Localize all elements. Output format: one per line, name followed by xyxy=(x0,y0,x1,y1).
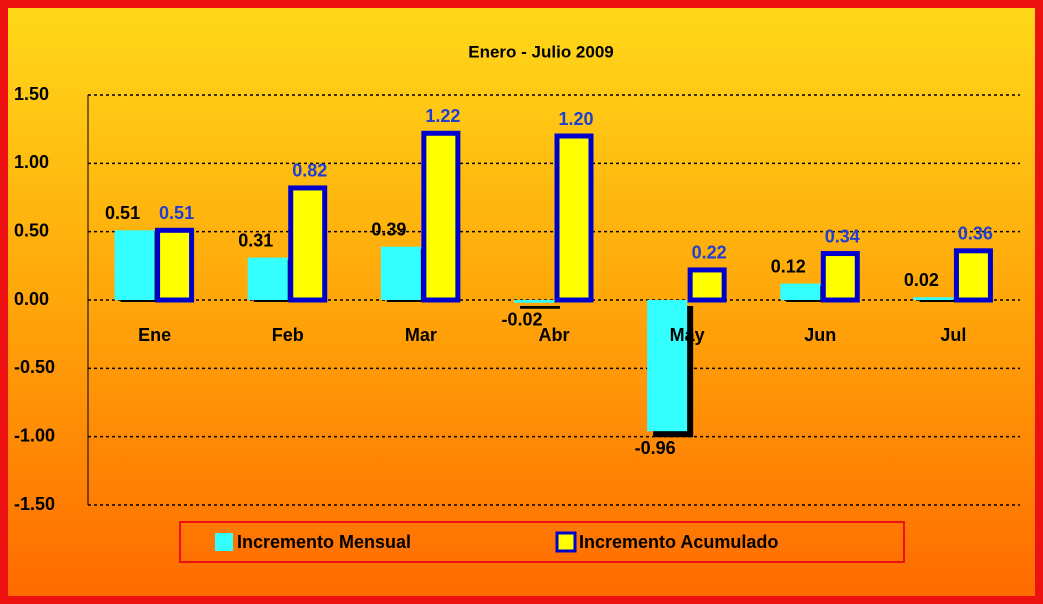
x-tick-label: Ene xyxy=(138,325,171,345)
x-tick-label: Feb xyxy=(272,325,304,345)
legend-swatch xyxy=(215,533,233,551)
bar xyxy=(913,297,954,300)
value-label: 0.12 xyxy=(771,256,806,276)
legend-label: Incremento Mensual xyxy=(237,532,411,552)
legend xyxy=(179,521,905,563)
bar xyxy=(155,227,195,303)
bar xyxy=(247,257,288,300)
bar xyxy=(647,300,688,432)
bar xyxy=(380,246,421,300)
x-tick-label: Abr xyxy=(539,325,570,345)
value-label: 0.34 xyxy=(825,226,860,246)
bar xyxy=(820,251,860,303)
y-tick-label: -1.50 xyxy=(14,494,55,514)
x-tick-label: Jun xyxy=(804,325,836,345)
value-label: 0.22 xyxy=(692,243,727,263)
x-tick-label: May xyxy=(670,325,705,345)
x-tick-label: Mar xyxy=(405,325,437,345)
chart-title: Enero - Julio 2009 xyxy=(468,42,614,61)
y-tick-label: 0.50 xyxy=(14,220,49,240)
value-label: 0.82 xyxy=(292,161,327,181)
y-tick-label: -1.00 xyxy=(14,425,55,445)
bar xyxy=(554,133,594,303)
y-tick-label: -0.50 xyxy=(14,357,55,377)
value-label: -0.96 xyxy=(635,438,676,458)
value-label: 0.51 xyxy=(105,203,140,223)
value-label: 0.51 xyxy=(159,203,194,223)
bar xyxy=(114,230,155,300)
bar-shadow xyxy=(919,299,960,302)
bar xyxy=(421,130,461,303)
bar xyxy=(514,300,554,303)
bar xyxy=(687,267,727,303)
y-tick-label: 0.00 xyxy=(14,289,49,309)
value-label: 0.36 xyxy=(958,224,993,244)
bar-shadow xyxy=(520,306,560,309)
y-tick-label: 1.50 xyxy=(14,84,49,104)
legend-label: Incremento Acumulado xyxy=(579,532,778,552)
value-label: 1.22 xyxy=(425,106,460,126)
value-label: 0.39 xyxy=(371,219,406,239)
bar xyxy=(780,283,821,300)
y-tick-label: 1.00 xyxy=(14,152,49,172)
value-label: 0.31 xyxy=(238,230,273,250)
legend-swatch xyxy=(555,531,577,553)
value-label: -0.02 xyxy=(501,309,542,329)
value-label: 0.02 xyxy=(904,270,939,290)
bar xyxy=(288,185,328,303)
bar xyxy=(953,248,993,303)
x-tick-label: Jul xyxy=(940,325,966,345)
value-label: 1.20 xyxy=(558,109,593,129)
